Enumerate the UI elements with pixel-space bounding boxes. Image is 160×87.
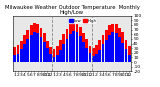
Bar [128,46,131,62]
Bar [46,48,49,62]
Bar [79,27,82,62]
Bar [13,55,16,62]
Bar [30,35,32,62]
Bar [46,41,49,62]
Bar [13,47,16,62]
Bar [59,40,62,62]
Bar [66,39,68,62]
Bar [118,28,121,62]
Bar [72,23,75,62]
Bar [112,24,114,62]
Bar [98,50,101,62]
Bar [125,49,127,62]
Bar [105,40,108,62]
Bar [20,49,23,62]
Bar [92,48,95,62]
Bar [108,25,111,62]
Bar [26,30,29,62]
Bar [95,45,98,62]
Bar [56,46,59,62]
Bar [112,32,114,62]
Bar [72,31,75,62]
Bar [102,44,104,62]
Bar [95,54,98,62]
Bar [30,25,32,62]
Bar [108,35,111,62]
Bar [89,46,91,62]
Bar [33,23,36,62]
Bar [98,40,101,62]
Bar [17,54,19,62]
Bar [26,39,29,62]
Bar [66,29,68,62]
Bar [79,36,82,62]
Bar [118,37,121,62]
Bar [62,44,65,62]
Bar [36,33,39,62]
Bar [40,37,42,62]
Bar [69,34,72,62]
Bar [89,53,91,62]
Title: Milwaukee Weather Outdoor Temperature  Monthly High/Low: Milwaukee Weather Outdoor Temperature Mo… [5,5,139,15]
Bar [125,40,127,62]
Bar [115,33,118,62]
Bar [82,42,85,62]
Bar [92,56,95,62]
Bar [17,45,19,62]
Bar [121,43,124,62]
Bar [128,55,131,62]
Bar [82,33,85,62]
Bar [102,35,104,62]
Bar [20,41,23,62]
Bar [59,50,62,62]
Bar [53,57,55,62]
Bar [43,33,46,62]
Bar [49,47,52,62]
Bar [76,32,78,62]
Legend: Low, High: Low, High [68,18,97,24]
Bar [33,32,36,62]
Bar [85,48,88,62]
Bar [85,39,88,62]
Bar [43,42,46,62]
Bar [40,28,42,62]
Bar [115,24,118,62]
Bar [36,24,39,62]
Bar [23,44,26,62]
Bar [49,54,52,62]
Bar [69,24,72,62]
Bar [53,49,55,62]
Bar [121,32,124,62]
Bar [56,55,59,62]
Bar [76,24,78,62]
Bar [105,30,108,62]
Bar [23,35,26,62]
Bar [62,34,65,62]
